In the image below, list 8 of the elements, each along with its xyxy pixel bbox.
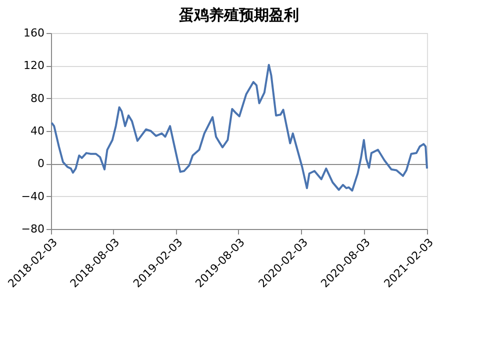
y-tick-label: 40 [30, 124, 44, 138]
y-tick-label: −80 [21, 222, 44, 236]
chart-title: 蛋鸡养殖预期盈利 [178, 6, 299, 24]
y-tick-label: 160 [24, 26, 44, 40]
y-tick-label: −40 [21, 190, 44, 203]
y-tick-label: 80 [30, 92, 44, 105]
y-tick-label: 0 [38, 157, 44, 170]
y-tick-label: 120 [24, 59, 44, 72]
